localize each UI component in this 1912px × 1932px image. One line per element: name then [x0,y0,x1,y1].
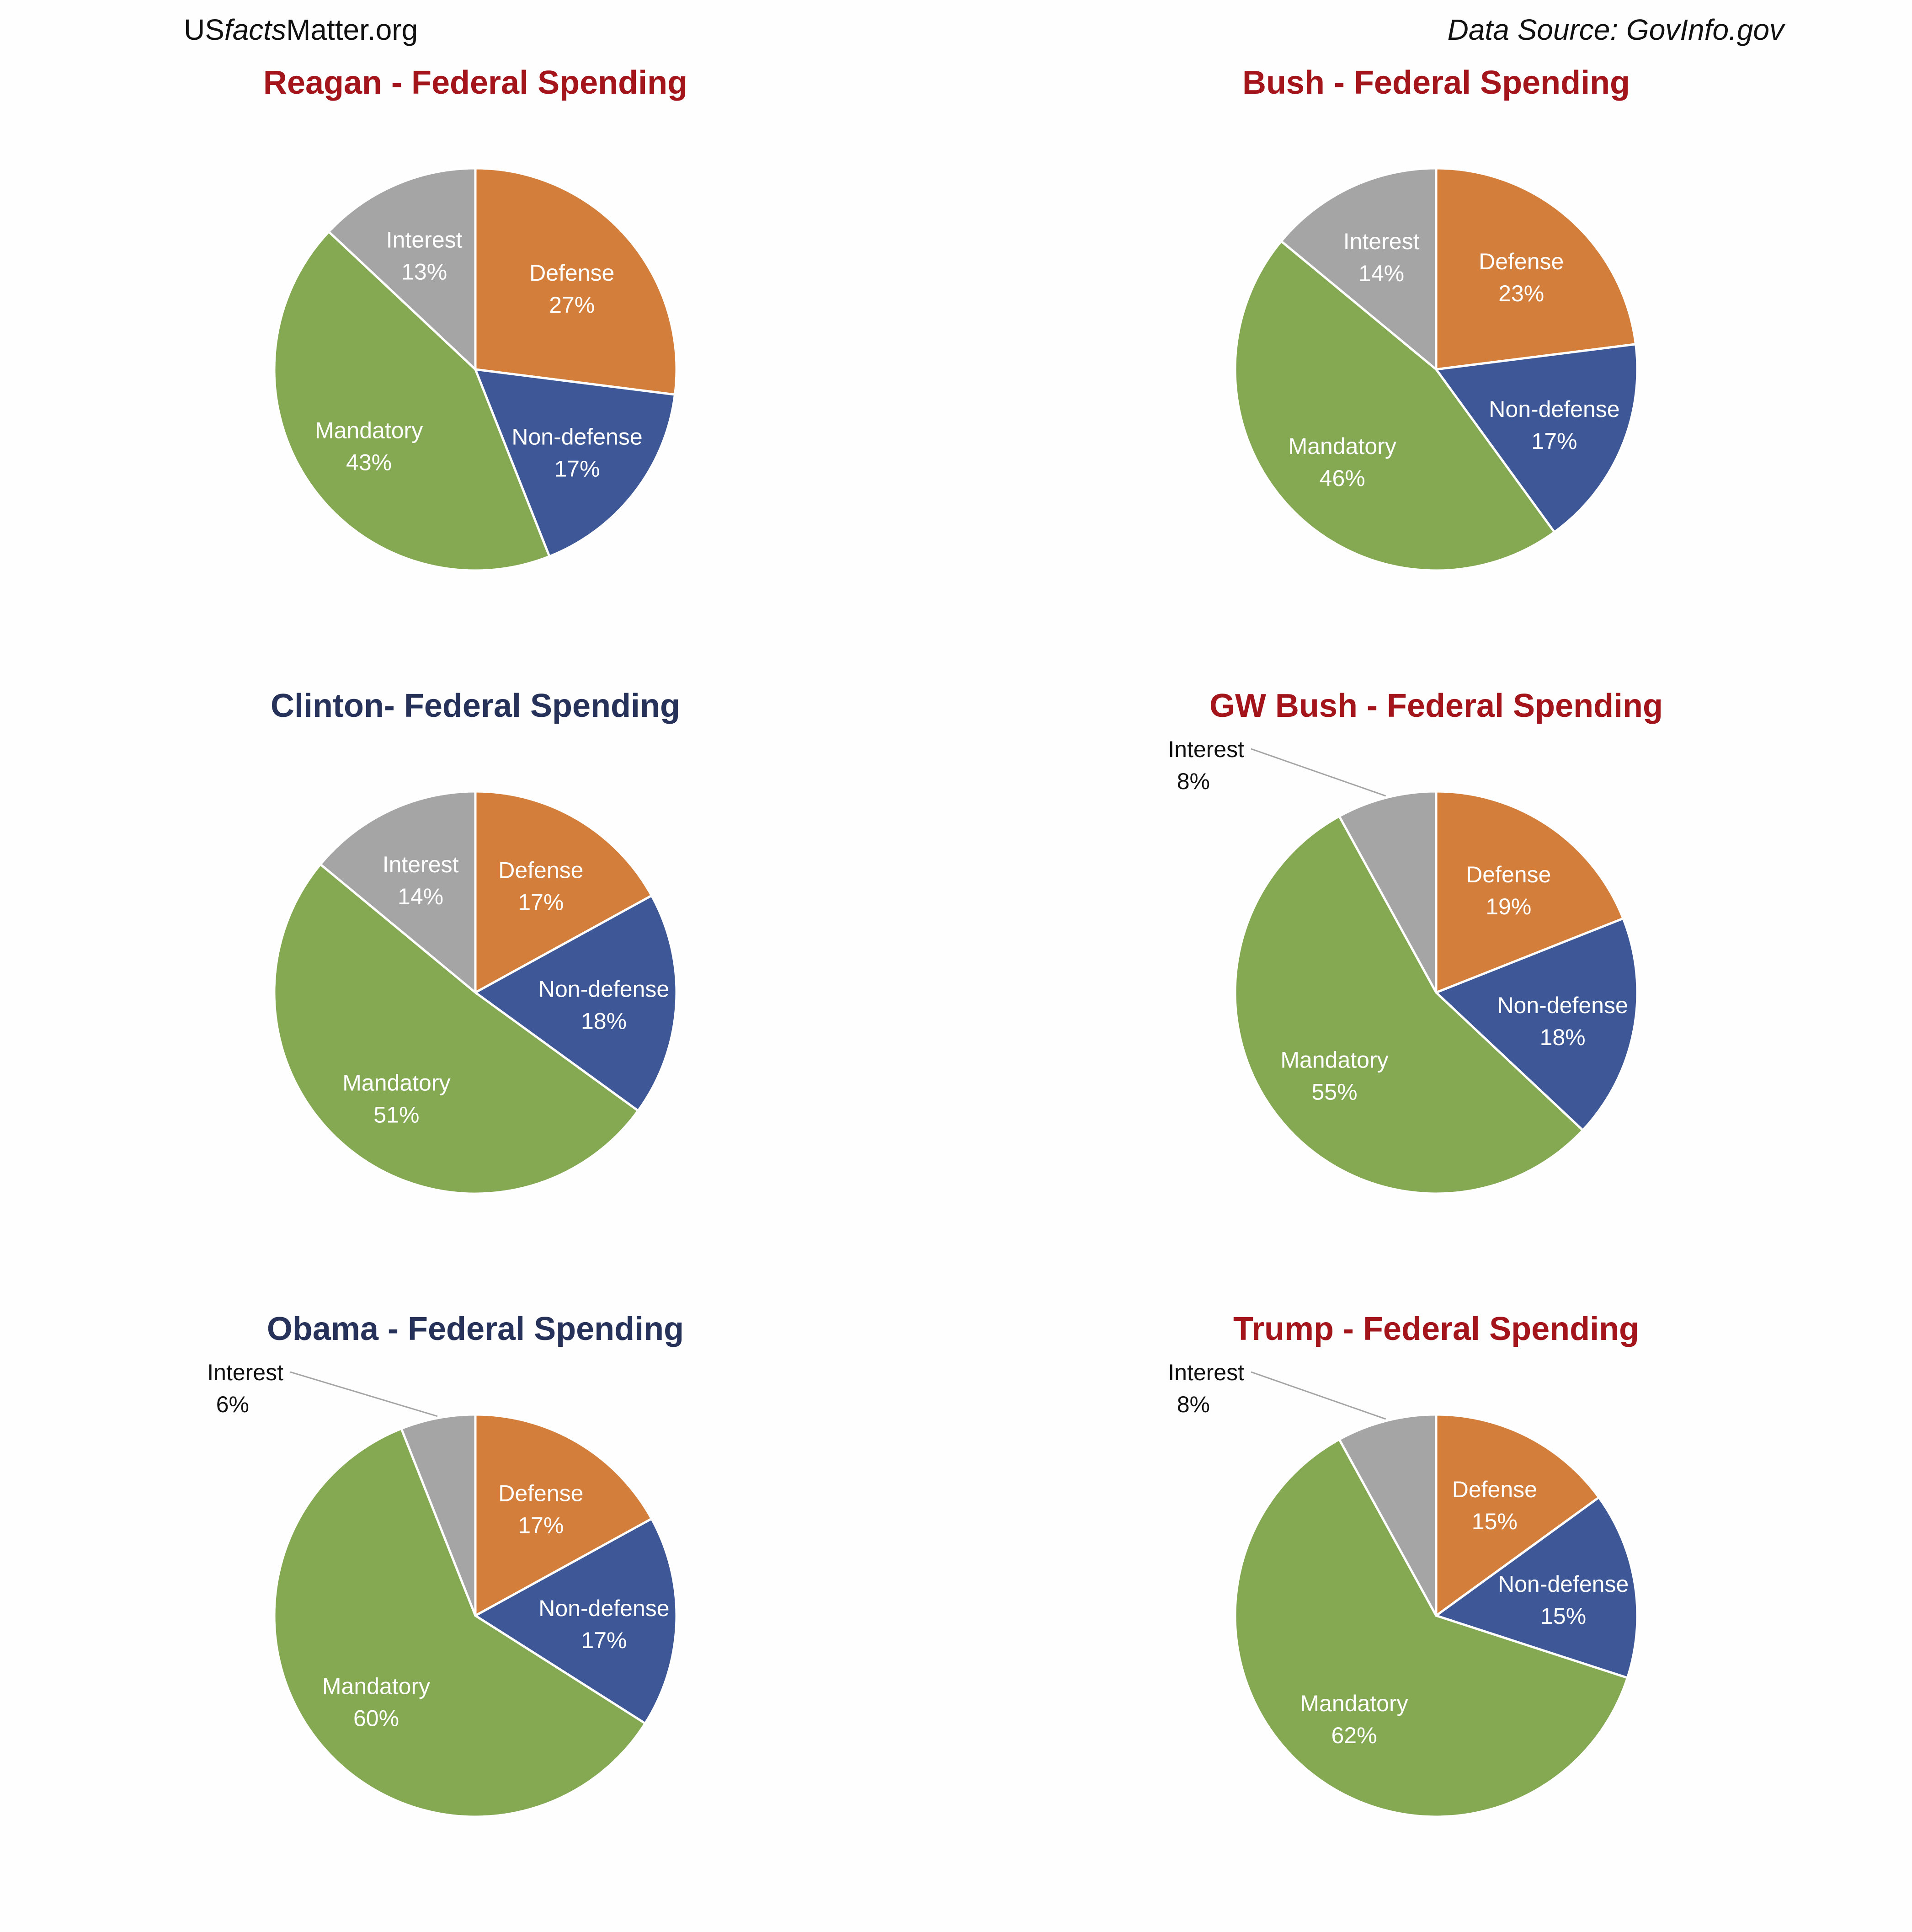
pie-chart-clinton: Clinton- Federal Spending Defense 17% Non-… [18,687,932,1309]
data-label-non-defense: Non-defense 17% [538,1596,669,1653]
data-label-defense: Defense 15% [1452,1477,1537,1534]
chart-title: Trump - Federal Spending [1233,1311,1640,1347]
pie-svg: Defense 17% Non-defense 18% Mandatory 51% Inte… [273,790,678,1195]
data-label-non-defense: Non-defense 17% [511,424,642,482]
site-name-prefix: US [184,13,224,46]
leader-line-interest [290,1371,438,1417]
pie-chart-gw-bush: GW Bush - Federal Spending Defense 19% Non… [979,687,1893,1309]
chart-title: Clinton- Federal Spending [271,688,680,724]
pie-chart-reagan: Reagan - Federal Spending Defense 27% Non-… [18,64,932,686]
pie-slice-mandatory [273,863,640,1195]
pie-slice-interest [1279,167,1438,372]
pie-chart-obama: Obama - Federal Spending Defense 17% Non-d… [18,1310,932,1932]
pie-slice-non-defense [1434,343,1639,534]
data-label-interest: Interest 13% [386,227,463,285]
pie-slice-mandatory [1234,815,1585,1195]
chart-title: Bush - Federal Spending [1242,64,1630,101]
data-label-defense: Defense 17% [498,858,583,915]
pie-svg: Defense 19% Non-defense 18% Mandatory 55% Inte… [1168,737,1639,1195]
leader-line-interest [1251,1371,1386,1420]
pie-slice-defense [474,167,678,396]
data-label-non-defense: Non-defense 18% [538,977,669,1034]
pie-slice-non-defense [474,368,676,558]
site-name: USfactsMatter.org [184,13,418,47]
data-label-non-defense: Non-defense 18% [1497,993,1628,1050]
pie-slice-interest [327,167,477,372]
data-label-defense: Defense 17% [498,1481,583,1538]
leader-line-interest [1251,748,1386,797]
data-label-mandatory: Mandatory 43% [315,417,423,475]
data-label-non-defense: Non-defense 15% [1498,1571,1629,1629]
pie-slice-defense [474,790,653,995]
pie-slice-defense [1435,167,1637,371]
pie-slice-defense [1435,790,1625,994]
pie-chart-trump: Trump - Federal Spending Defense 15% Non-d… [979,1310,1893,1932]
chart-title: GW Bush - Federal Spending [1209,688,1663,724]
pie-svg: Defense 23% Non-defense 17% Mandatory 46% Inte… [1234,167,1639,572]
pie-slice-interest [1337,790,1438,993]
data-label-non-defense: Non-defense 17% [1489,396,1619,454]
site-name-suffix: Matter.org [286,13,418,46]
pie-slice-non-defense [473,1517,678,1725]
pie-svg: Defense 17% Non-defense 17% Mandatory 60% Inte… [207,1360,678,1818]
pie-slice-interest [399,1413,477,1616]
pie-slice-defense [1435,1413,1601,1618]
data-label-interest: Interest 8% [1168,737,1244,794]
data-label-mandatory: Mandatory 55% [1280,1047,1388,1105]
data-label-mandatory: Mandatory 51% [342,1070,450,1128]
data-label-mandatory: Mandatory 46% [1289,433,1396,491]
pie-slice-non-defense [473,894,678,1113]
chart-title: Reagan - Federal Spending [263,64,688,101]
data-label-defense: Defense 19% [1466,862,1551,919]
data-label-interest: Interest 6% [207,1360,283,1417]
pie-svg: Defense 15% Non-defense 15% Mandatory 62% Inte… [1168,1360,1639,1818]
pie-slice-mandatory [273,1427,647,1818]
data-label-mandatory: Mandatory 60% [322,1673,430,1731]
pie-slice-interest [319,790,477,995]
pie-slice-non-defense [1434,917,1639,1132]
site-name-italic: facts [224,13,287,46]
data-label-interest: Interest 8% [1168,1360,1244,1417]
pie-slice-defense [474,1413,653,1618]
pie-slice-interest [1337,1413,1438,1617]
pie-chart-bush: Bush - Federal Spending Defense 23% Non-de… [979,64,1893,686]
data-label-mandatory: Mandatory 62% [1300,1691,1408,1748]
data-source: Data Source: GovInfo.gov [1447,13,1784,46]
data-label-interest: Interest 14% [1343,229,1420,286]
data-label-interest: Interest 14% [383,852,459,909]
pie-slice-non-defense [1433,1495,1639,1680]
data-label-defense: Defense 27% [529,260,614,318]
pie-slice-mandatory [273,230,551,572]
pie-slice-mandatory [1234,1438,1629,1818]
pie-svg: Defense 27% Non-defense 17% Mandatory 43% Inte… [273,167,678,572]
chart-title: Obama - Federal Spending [266,1311,684,1347]
pie-slice-mandatory [1234,240,1556,572]
data-label-defense: Defense 23% [1479,249,1564,306]
